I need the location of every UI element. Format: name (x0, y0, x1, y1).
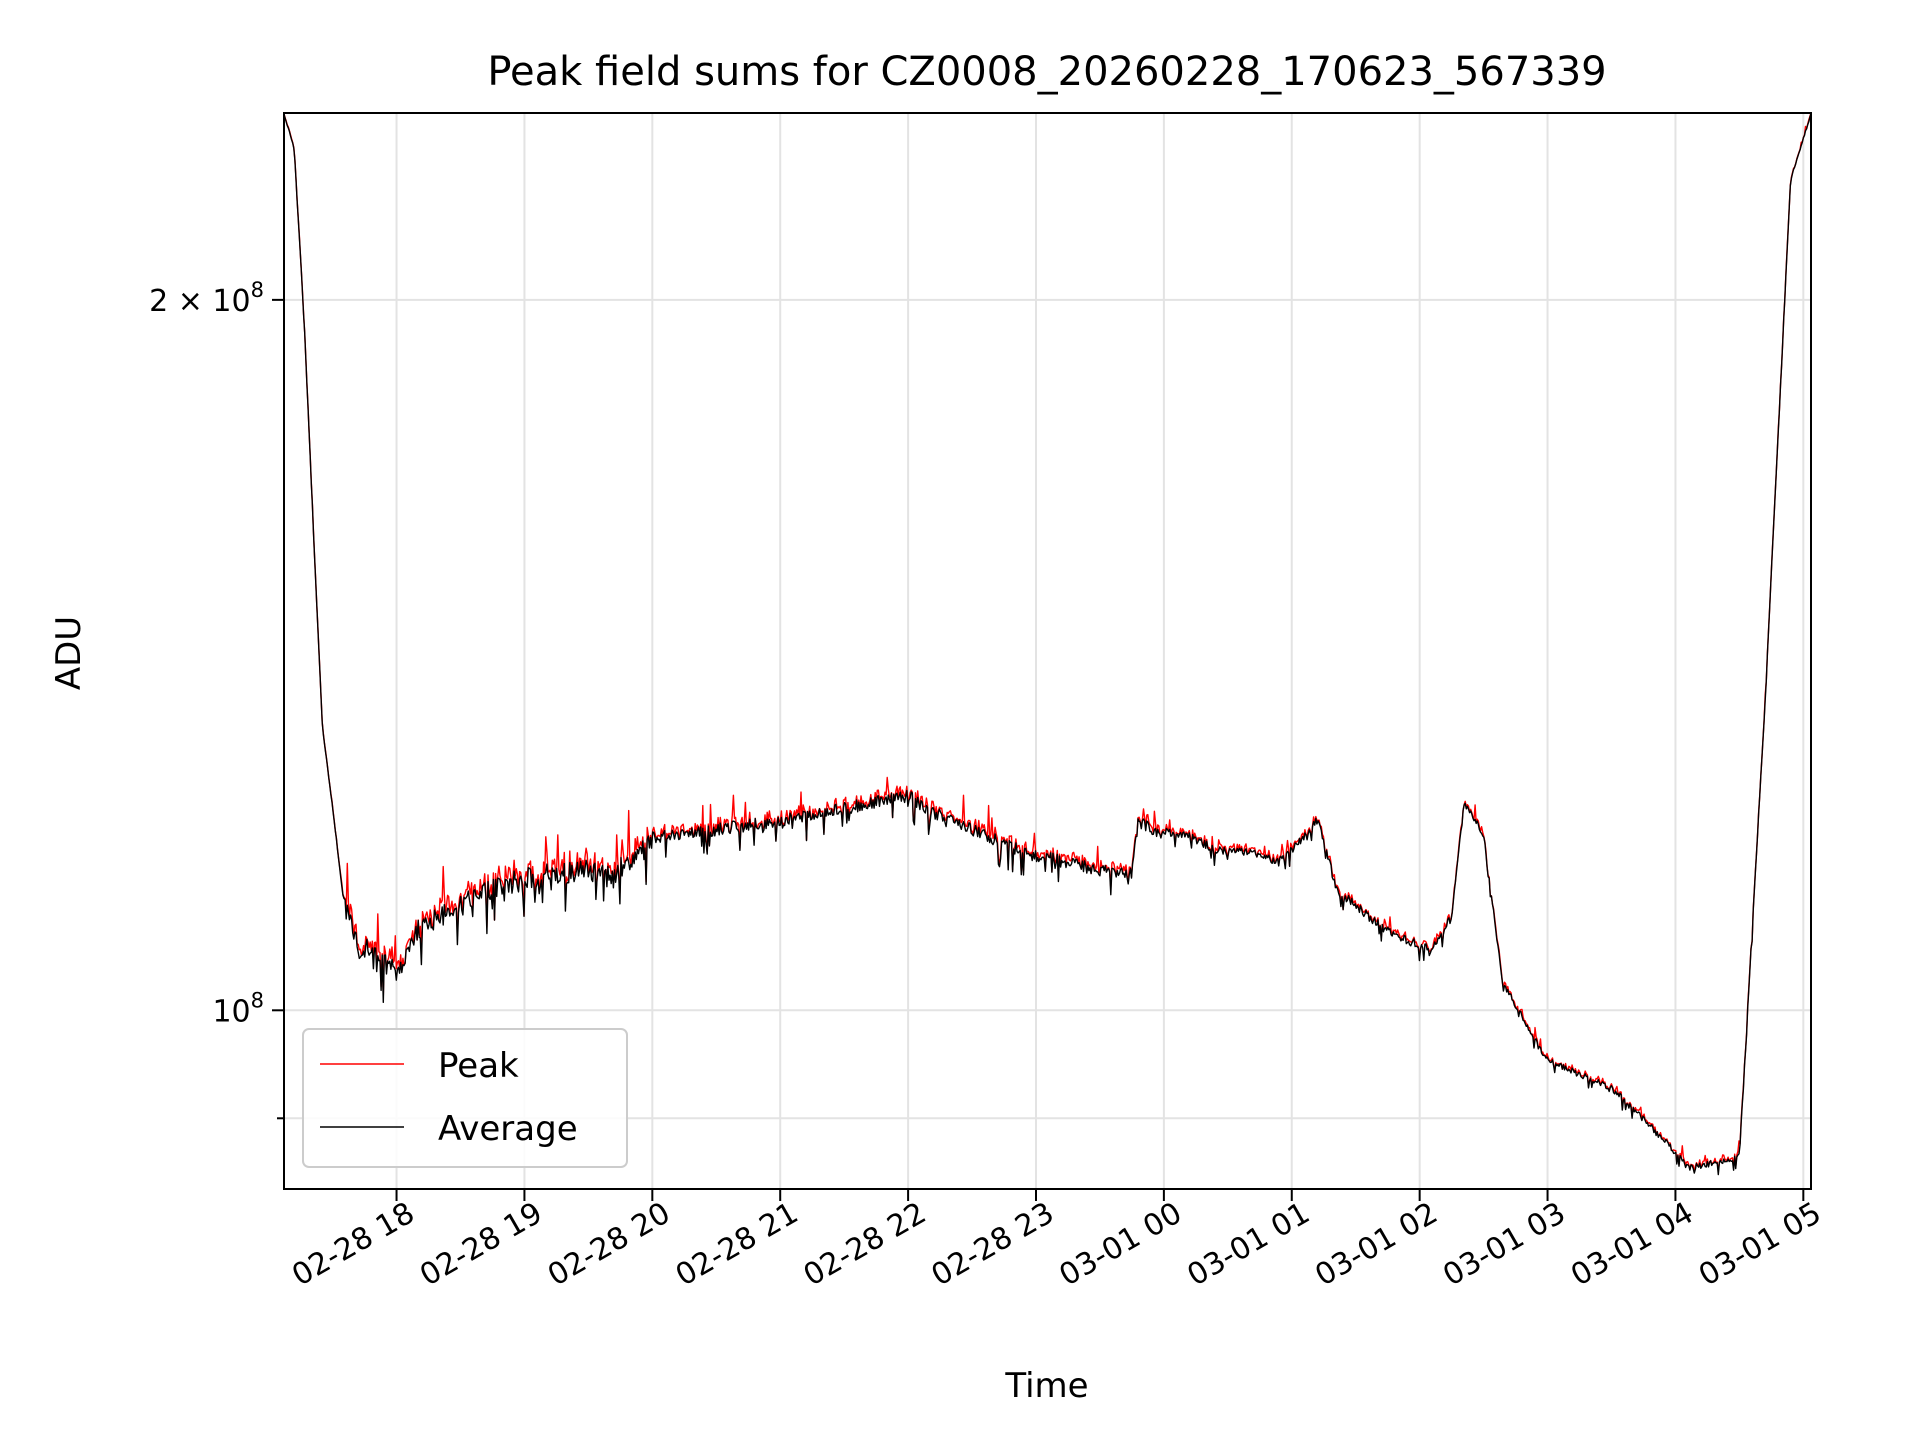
y-tick-base: 2 × 10 (149, 284, 250, 319)
grid (284, 113, 1811, 1189)
y-tick-label: 2 × 108 (149, 278, 264, 319)
y-tick-exponent: 8 (251, 988, 264, 1012)
series-layer (283, 112, 1812, 1176)
y-axis-label: ADU (49, 616, 89, 690)
series-line-average (283, 113, 1812, 1176)
plot-frame (283, 112, 1812, 1190)
legend: Peak Average (302, 1028, 628, 1168)
y-tick-base: 10 (212, 994, 250, 1029)
y-tick-label: 108 (212, 988, 264, 1029)
x-axis-label: Time (1004, 1366, 1088, 1406)
y-tick-exponent: 8 (251, 278, 264, 302)
legend-label-average: Average (438, 1109, 578, 1149)
legend-label-peak: Peak (438, 1046, 519, 1086)
chart-title: Peak field sums for CZ0008_20260228_1706… (487, 49, 1606, 95)
